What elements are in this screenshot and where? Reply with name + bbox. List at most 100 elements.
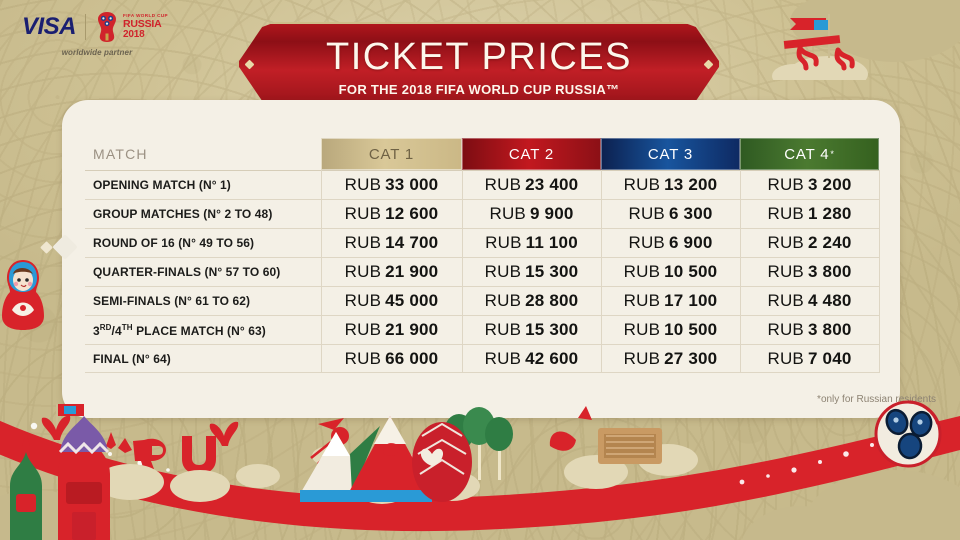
header-cell-cat1: CAT 1: [321, 138, 462, 170]
fifa-world-cup-trophy-emblem-icon: [98, 12, 117, 42]
price-cell-cat2: RUB 9 900: [462, 200, 601, 228]
price-value: RUB 33 000: [344, 175, 439, 194]
price-value: RUB 15 300: [484, 320, 579, 339]
emblem-line-3: 2018: [123, 29, 145, 41]
price-value: RUB 3 200: [767, 175, 852, 194]
page-title: TICKET PRICES: [326, 36, 632, 78]
row-label-cell: OPENING MATCH (N° 1): [85, 171, 321, 199]
price-value: RUB 3 800: [767, 320, 852, 339]
match-label: FINAL (N° 64): [93, 351, 171, 366]
price-value: RUB 23 400: [484, 175, 579, 194]
price-value: RUB 4 480: [767, 291, 852, 310]
match-label: 3RD/4TH PLACE MATCH (N° 63): [93, 322, 266, 338]
price-cell-cat3: RUB 6 900: [601, 229, 740, 257]
price-value: RUB 13 200: [623, 175, 718, 194]
price-cell-cat2: RUB 11 100: [462, 229, 601, 257]
price-value: RUB 1 280: [767, 204, 852, 223]
price-value: RUB 12 600: [344, 204, 439, 223]
price-value: RUB 6 900: [628, 233, 713, 252]
table-row: 3RD/4TH PLACE MATCH (N° 63) RUB 21 900 RUB 1…: [85, 315, 879, 344]
price-cell-cat4: RUB 1 280: [740, 200, 879, 228]
red-ribbon-band: [0, 416, 960, 532]
price-value: RUB 3 800: [767, 262, 852, 281]
header-cell-cat2: CAT 2: [462, 138, 601, 170]
column-header-cat4-asterisk: *: [830, 149, 835, 159]
price-cell-cat3: RUB 13 200: [601, 171, 740, 199]
price-cell-cat4: RUB 3 800: [740, 316, 879, 344]
row-label-cell: 3RD/4TH PLACE MATCH (N° 63): [85, 316, 321, 344]
price-value: RUB 66 000: [344, 348, 439, 368]
price-cell-cat2: RUB 15 300: [462, 258, 601, 286]
worldwide-partner-label: worldwide partner: [61, 48, 133, 57]
price-cell-cat1: RUB 14 700: [321, 229, 462, 257]
ru-letters-decor: [88, 432, 216, 478]
match-label: ROUND OF 16 (N° 49 TO 56): [93, 236, 255, 250]
emblem-line-2: RUSSIA: [123, 18, 162, 31]
price-value: RUB 10 500: [623, 320, 718, 339]
column-header-match: MATCH: [93, 146, 148, 162]
matryoshka-doll-icon: [2, 260, 44, 330]
price-cell-cat3: RUB 6 300: [601, 200, 740, 228]
saint-basil-domes-icon: [10, 404, 110, 540]
price-value: RUB 11 100: [485, 233, 578, 252]
footnote-text: *only for Russian residents: [817, 394, 936, 405]
header-cell-cat4: CAT 4 *: [740, 138, 879, 170]
header-cell-match: MATCH: [85, 138, 321, 170]
price-cell-cat1: RUB 33 000: [321, 171, 462, 199]
table-row: SEMI-FINALS (N° 61 TO 62) RUB 45 000 RUB 28 …: [85, 286, 879, 315]
emblem-line-1: FIFA WORLD CUP: [123, 13, 168, 19]
table-row: OPENING MATCH (N° 1) RUB 33 000 RUB 23 400 RU…: [85, 170, 879, 199]
price-value: RUB 45 000: [344, 291, 439, 310]
header-cell-cat3: CAT 3: [601, 138, 740, 170]
column-divider: [462, 170, 463, 373]
price-value: RUB 6 300: [628, 204, 713, 223]
price-value: RUB 42 600: [484, 348, 579, 368]
faberge-egg-icon: [383, 422, 472, 502]
match-label: SEMI-FINALS (N° 61 TO 62): [93, 294, 251, 308]
price-cell-cat2: RUB 28 800: [462, 287, 601, 315]
column-header-cat2: CAT 2: [462, 138, 601, 170]
price-value: RUB 7 040: [767, 348, 852, 368]
price-value: RUB 14 700: [344, 233, 439, 252]
column-header-cat3: CAT 3: [601, 138, 740, 170]
sponsor-logo-block: VISA FIFA WORLD CUP RUSSIA 2018: [22, 10, 172, 57]
row-label-cell: ROUND OF 16 (N° 49 TO 56): [85, 229, 321, 257]
price-cell-cat1: RUB 12 600: [321, 200, 462, 228]
price-value: RUB 27 300: [623, 348, 718, 368]
column-divider: [321, 170, 322, 373]
table-row: ROUND OF 16 (N° 49 TO 56) RUB 14 700 RUB 11 …: [85, 228, 879, 257]
match-label: QUARTER-FINALS (N° 57 TO 60): [93, 265, 281, 279]
price-cell-cat4: RUB 4 480: [740, 287, 879, 315]
price-cell-cat1: RUB 21 900: [321, 316, 462, 344]
column-divider: [879, 170, 880, 373]
accordion-icon: [549, 406, 662, 464]
ticket-price-table: MATCH CAT 1 CAT 2 CAT 3 CAT 4 * OPENING M…: [85, 138, 880, 373]
price-cell-cat4: RUB 3 200: [740, 171, 879, 199]
price-cell-cat3: RUB 10 500: [601, 316, 740, 344]
table-row: QUARTER-FINALS (N° 57 TO 60) RUB 21 900 RUB…: [85, 257, 879, 286]
price-value: RUB 21 900: [344, 320, 439, 339]
price-cell-cat1: RUB 21 900: [321, 258, 462, 286]
price-cell-cat2: RUB 42 600: [462, 345, 601, 372]
match-label: GROUP MATCHES (N° 2 TO 48): [93, 207, 273, 221]
table-row: GROUP MATCHES (N° 2 TO 48) RUB 12 600 RUB 9 …: [85, 199, 879, 228]
skier-flag-decor: [772, 14, 868, 80]
title-banner: TICKET PRICES FOR THE 2018 FIFA WORLD CU…: [237, 22, 721, 106]
price-value: RUB 21 900: [344, 262, 439, 281]
price-cell-cat2: RUB 15 300: [462, 316, 601, 344]
antler-decor: [41, 415, 239, 446]
column-header-cat1: CAT 1: [321, 138, 462, 170]
price-cell-cat4: RUB 2 240: [740, 229, 879, 257]
table-header-row: MATCH CAT 1 CAT 2 CAT 3 CAT 4 *: [85, 138, 879, 170]
fifa-world-cup-emblem: FIFA WORLD CUP RUSSIA 2018: [95, 11, 168, 43]
table-body: OPENING MATCH (N° 1) RUB 33 000 RUB 23 400 RU…: [85, 170, 879, 373]
column-divider: [740, 170, 741, 373]
fifa-2018-match-ball-icon: [874, 400, 942, 468]
price-cell-cat4: RUB 3 800: [740, 258, 879, 286]
price-value: RUB 2 240: [767, 233, 852, 252]
column-header-cat4-label: CAT 4: [784, 145, 830, 163]
logo-divider: [85, 14, 87, 40]
price-cell-cat1: RUB 66 000: [321, 345, 462, 372]
price-cell-cat1: RUB 45 000: [321, 287, 462, 315]
